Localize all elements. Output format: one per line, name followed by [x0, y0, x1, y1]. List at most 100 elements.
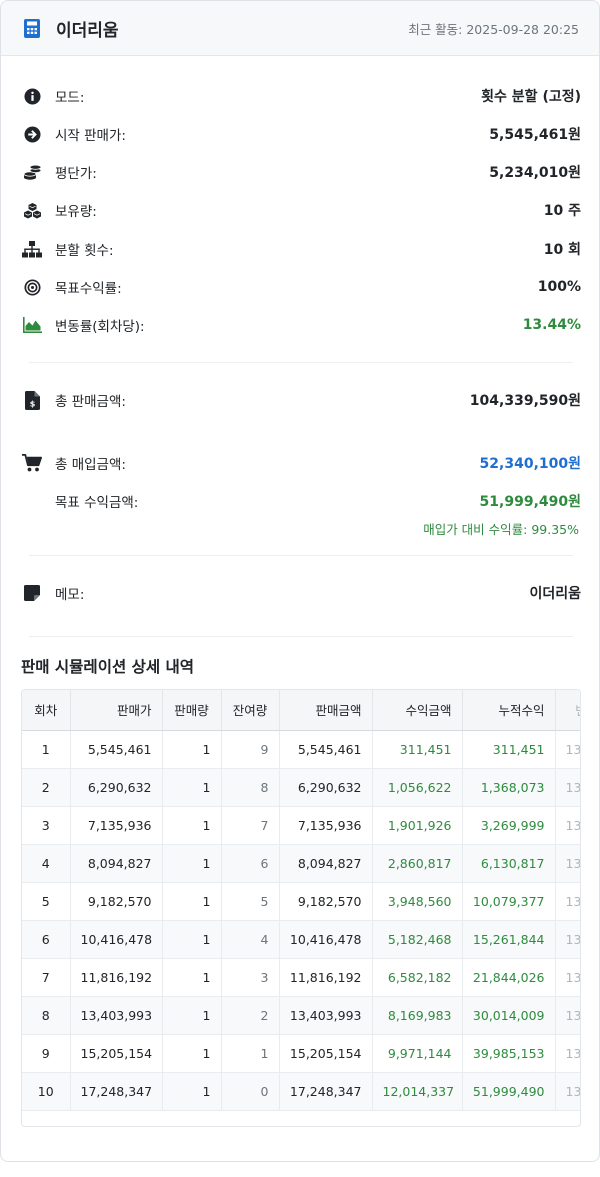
holding-row: 보유량: 10 주 [21, 198, 581, 222]
cell-price: 9,182,570 [70, 882, 163, 921]
last-activity-timestamp: 최근 활동: 2025-09-28 20:25 [408, 21, 579, 37]
cell-qty: 1 [162, 882, 222, 921]
cell-price: 7,135,936 [70, 806, 163, 845]
cell-price: 13,403,993 [70, 996, 163, 1035]
cell-amount: 7,135,936 [279, 806, 373, 845]
cell-remain: 2 [221, 996, 280, 1035]
cell-price: 10,416,478 [70, 920, 163, 959]
avg-price-row: 평단가: 5,234,010원 [21, 160, 581, 184]
table-row: 6 10,416,478 1 4 10,416,478 5,182,468 15… [22, 920, 580, 959]
cell-rate: 13 [555, 920, 580, 959]
cell-amount: 9,182,570 [279, 882, 373, 921]
total-sales-value: 104,339,590원 [469, 393, 581, 409]
cell-rate: 13 [555, 996, 580, 1035]
table-row: 9 15,205,154 1 1 15,205,154 9,971,144 39… [22, 1034, 580, 1073]
cell-price: 11,816,192 [70, 958, 163, 997]
simulation-detail-title: 판매 시뮬레이션 상세 내역 [21, 658, 195, 676]
cell-round: 7 [22, 958, 71, 997]
cell-cumulative: 1,368,073 [462, 768, 556, 807]
start-price-row: 시작 판매가: 5,545,461원 [21, 122, 581, 146]
cell-qty: 1 [162, 730, 222, 769]
cell-cumulative: 10,079,377 [462, 882, 556, 921]
cell-amount: 15,205,154 [279, 1034, 373, 1073]
cell-qty: 1 [162, 958, 222, 997]
simulation-table-scroll[interactable]: 회차 판매가 판매량 잔여량 판매금액 수익금액 누적수익 변 1 5,545,… [21, 689, 581, 1127]
cell-round: 1 [22, 730, 71, 769]
cell-amount: 6,290,632 [279, 768, 373, 807]
sitemap-icon [21, 238, 43, 260]
table-row: 8 13,403,993 1 2 13,403,993 8,169,983 30… [22, 996, 580, 1035]
cell-amount: 13,403,993 [279, 996, 373, 1035]
table-row: 4 8,094,827 1 6 8,094,827 2,860,817 6,13… [22, 844, 580, 883]
cell-price: 5,545,461 [70, 730, 163, 769]
cell-remain: 4 [221, 920, 280, 959]
split-count-label: 분할 횟수: [55, 243, 114, 259]
cell-profit: 9,971,144 [372, 1034, 463, 1073]
split-count-value: 10 회 [543, 242, 581, 258]
split-count-row: 분할 횟수: 10 회 [21, 237, 581, 261]
cell-amount: 17,248,347 [279, 1072, 373, 1111]
invoice-dollar-icon: $ [21, 389, 43, 411]
column-header-qty: 판매량 [162, 690, 222, 731]
cell-round: 8 [22, 996, 71, 1035]
cell-round: 5 [22, 882, 71, 921]
area-chart-icon [21, 314, 43, 336]
column-header-remain: 잔여량 [221, 690, 280, 731]
cell-profit: 1,901,926 [372, 806, 463, 845]
column-header-round: 회차 [22, 690, 71, 731]
cell-profit: 12,014,337 [372, 1072, 463, 1111]
cell-qty: 1 [162, 844, 222, 883]
cell-remain: 7 [221, 806, 280, 845]
cell-round: 2 [22, 768, 71, 807]
start-price-label: 시작 판매가: [55, 128, 126, 144]
cell-round: 4 [22, 844, 71, 883]
card-header: 이더리움 최근 활동: 2025-09-28 20:25 [1, 1, 599, 56]
cell-qty: 1 [162, 996, 222, 1035]
memo-value: 이더리움 [529, 586, 581, 602]
table-row: 3 7,135,936 1 7 7,135,936 1,901,926 3,26… [22, 806, 580, 845]
change-rate-value: 13.44% [522, 317, 581, 333]
mode-row: 모드: 횟수 분할 (고정) [21, 84, 581, 108]
table-row: 10 17,248,347 1 0 17,248,347 12,014,337 … [22, 1072, 580, 1111]
cell-remain: 9 [221, 730, 280, 769]
cell-remain: 8 [221, 768, 280, 807]
cell-profit: 1,056,622 [372, 768, 463, 807]
avg-price-label: 평단가: [55, 166, 97, 182]
cell-remain: 0 [221, 1072, 280, 1111]
mode-label: 모드: [55, 90, 85, 106]
cell-cumulative: 6,130,817 [462, 844, 556, 883]
coins-icon [21, 161, 43, 183]
total-sales-label: 총 판매금액: [55, 394, 126, 410]
table-row: 5 9,182,570 1 5 9,182,570 3,948,560 10,0… [22, 882, 580, 921]
page-title: 이더리움 [56, 20, 119, 41]
cell-round: 6 [22, 920, 71, 959]
holding-value: 10 주 [543, 203, 581, 219]
header-title-group: 이더리움 [21, 16, 119, 41]
calculator-icon [21, 17, 43, 39]
cell-rate: 13 [555, 844, 580, 883]
column-header-rate: 변 [555, 690, 580, 731]
cell-cumulative: 30,014,009 [462, 996, 556, 1035]
cell-cumulative: 311,451 [462, 730, 556, 769]
column-header-cumulative: 누적수익 [462, 690, 556, 731]
cell-cumulative: 15,261,844 [462, 920, 556, 959]
cell-profit: 3,948,560 [372, 882, 463, 921]
cell-amount: 5,545,461 [279, 730, 373, 769]
cell-cumulative: 39,985,153 [462, 1034, 556, 1073]
column-header-price: 판매가 [70, 690, 163, 731]
target-profit-label: 목표 수익금액: [55, 495, 139, 511]
cell-price: 15,205,154 [70, 1034, 163, 1073]
column-header-profit: 수익금액 [372, 690, 463, 731]
cell-profit: 2,860,817 [372, 844, 463, 883]
simulation-table: 회차 판매가 판매량 잔여량 판매금액 수익금액 누적수익 변 1 5,545,… [22, 690, 580, 1111]
cell-price: 8,094,827 [70, 844, 163, 883]
change-rate-row: 변동률(회차당): 13.44% [21, 313, 581, 337]
target-rate-row: 목표수익률: 100% [21, 275, 581, 299]
cell-price: 17,248,347 [70, 1072, 163, 1111]
profit-rate-note: 매입가 대비 수익률: 99.35% [423, 522, 579, 537]
cell-rate: 13 [555, 1034, 580, 1073]
table-row: 7 11,816,192 1 3 11,816,192 6,582,182 21… [22, 958, 580, 997]
target-profit-value: 51,999,490원 [479, 494, 581, 510]
cell-rate: 13 [555, 958, 580, 997]
